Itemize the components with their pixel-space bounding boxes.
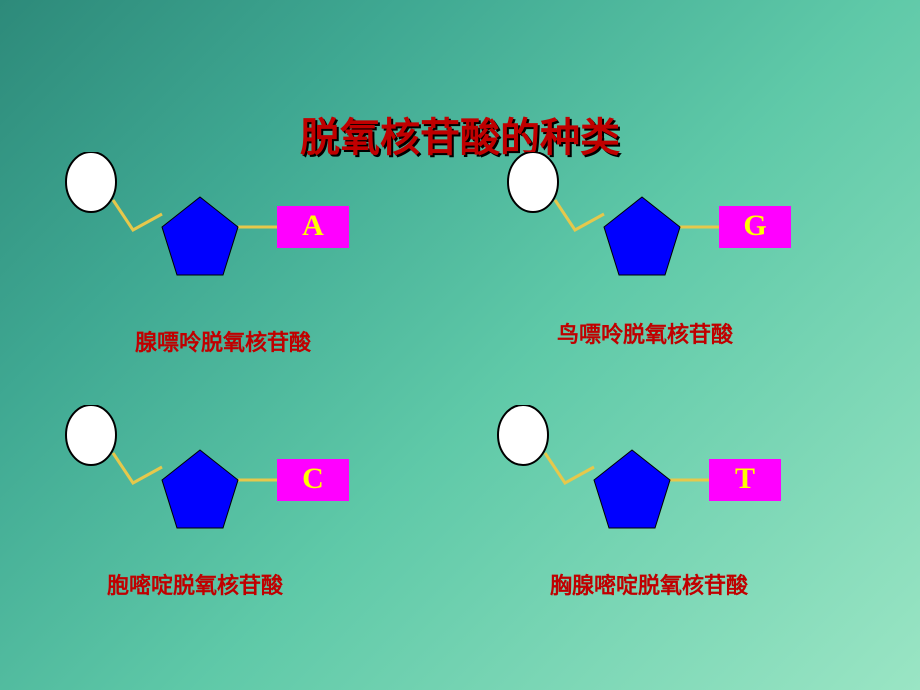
- phosphate-group: [66, 152, 116, 212]
- phosphate-sugar-bond: [555, 200, 604, 230]
- phosphate-group: [508, 152, 558, 212]
- deoxyribose-sugar: [594, 450, 670, 528]
- base-letter: C: [277, 462, 349, 496]
- phosphate-sugar-bond: [113, 453, 162, 483]
- nucleotide-G: G: [497, 152, 807, 292]
- phosphate-sugar-bond: [113, 200, 162, 230]
- phosphate-sugar-bond: [545, 453, 594, 483]
- deoxyribose-sugar: [162, 197, 238, 275]
- base-letter: A: [277, 209, 349, 243]
- phosphate-group: [498, 405, 548, 465]
- nucleotide-C: C: [55, 405, 365, 545]
- nucleotide-T: T: [487, 405, 797, 545]
- deoxyribose-sugar: [604, 197, 680, 275]
- nucleotide-caption: 胞嘧啶脱氧核苷酸: [107, 568, 283, 600]
- deoxyribose-sugar: [162, 450, 238, 528]
- nucleotide-A: A: [55, 152, 365, 292]
- phosphate-group: [66, 405, 116, 465]
- base-letter: G: [719, 209, 791, 243]
- nucleotide-caption: 胸腺嘧啶脱氧核苷酸: [550, 568, 748, 600]
- nucleotide-caption: 腺嘌呤脱氧核苷酸: [135, 325, 311, 357]
- nucleotide-caption: 鸟嘌呤脱氧核苷酸: [557, 317, 733, 349]
- base-letter: T: [709, 462, 781, 496]
